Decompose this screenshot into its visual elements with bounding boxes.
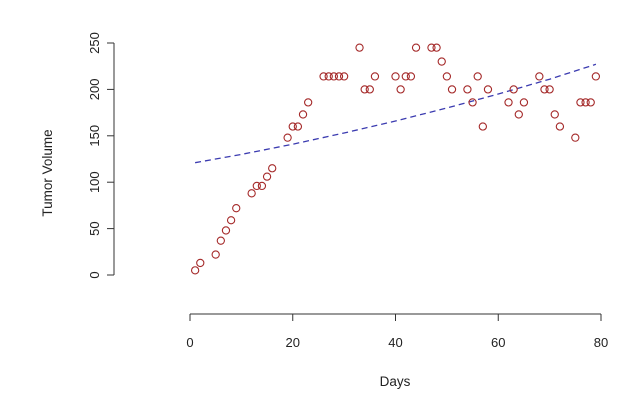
data-point [540, 85, 549, 94]
y-axis-title: Tumor Volume [40, 129, 55, 216]
data-point [504, 98, 513, 107]
data-point [432, 43, 441, 52]
points-layer [190, 43, 601, 275]
data-point [427, 43, 436, 52]
data-point [283, 133, 292, 142]
data-point [509, 85, 518, 94]
trend-line [194, 63, 597, 164]
data-point [391, 72, 400, 81]
data-point [329, 72, 338, 81]
y-axis: 0 50 100 150 200 250 [87, 32, 115, 279]
data-point [411, 43, 421, 52]
x-axis: 0 20 40 60 80 [186, 313, 608, 350]
data-point [298, 110, 308, 119]
y-tick-label: 50 [87, 221, 102, 235]
data-point [324, 72, 333, 81]
data-point [334, 72, 344, 81]
data-point [360, 85, 369, 94]
y-tick-label: 0 [87, 271, 102, 278]
data-point [339, 72, 349, 81]
data-point [478, 122, 487, 131]
data-point [268, 164, 277, 173]
data-point [396, 85, 405, 94]
data-point [216, 236, 225, 245]
data-point [576, 98, 585, 107]
y-tick-label: 150 [87, 125, 102, 147]
data-point [463, 85, 472, 94]
data-point [247, 189, 256, 198]
x-tick-label: 0 [186, 335, 193, 350]
data-point [406, 72, 416, 81]
data-point [514, 110, 523, 119]
data-point [401, 72, 410, 81]
data-point [545, 85, 554, 94]
data-point [370, 72, 380, 81]
data-point [519, 98, 529, 107]
x-tick-label: 40 [388, 335, 402, 350]
data-point [437, 57, 446, 66]
data-point [571, 133, 580, 142]
data-point [442, 72, 452, 81]
data-point [447, 85, 457, 94]
x-tick-label: 20 [286, 335, 300, 350]
data-point [581, 98, 590, 107]
x-tick-label: 80 [594, 335, 608, 350]
data-point [550, 110, 559, 119]
data-point [252, 181, 261, 191]
data-point [555, 122, 565, 131]
data-point [190, 266, 200, 275]
data-point [535, 72, 544, 81]
x-tick-label: 60 [491, 335, 505, 350]
data-point [221, 226, 231, 235]
data-point [319, 72, 328, 81]
data-point [293, 122, 303, 131]
data-point [232, 204, 241, 213]
y-tick-label: 100 [87, 171, 102, 193]
trend-layer [194, 63, 597, 164]
data-point [257, 181, 267, 191]
data-point [586, 98, 595, 107]
y-tick-label: 250 [87, 32, 102, 54]
data-point [211, 250, 220, 259]
data-point [262, 172, 272, 181]
data-point [468, 98, 477, 107]
data-point [365, 85, 374, 94]
data-point [355, 43, 364, 52]
data-point [473, 72, 482, 81]
y-tick-label: 200 [87, 79, 102, 101]
data-point [196, 258, 205, 268]
data-point [591, 72, 601, 81]
data-point [304, 98, 313, 107]
data-point [226, 216, 236, 225]
x-axis-title: Days [380, 374, 411, 389]
data-point [483, 85, 493, 94]
data-point [288, 122, 297, 131]
